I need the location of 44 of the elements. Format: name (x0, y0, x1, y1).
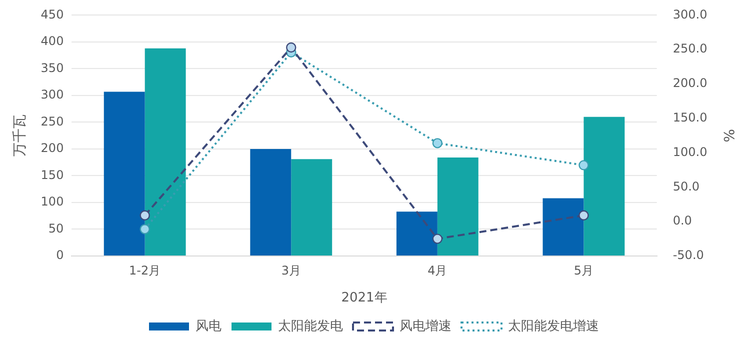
y-tick-label: 200 (40, 141, 64, 156)
bar (104, 92, 145, 256)
point (432, 234, 443, 244)
bar (396, 212, 438, 256)
bar (542, 198, 584, 256)
y-tick-label: 250 (40, 114, 64, 128)
point (432, 138, 443, 148)
y-tick-label: 450 (40, 7, 64, 22)
y2-tick-label: 50.0 (672, 179, 700, 194)
y2-axis-title: % (720, 128, 736, 142)
y-tick-label: 0 (56, 248, 64, 262)
y-tick-label: 50 (48, 221, 64, 236)
y-tick-label: 300 (40, 88, 64, 102)
point (140, 210, 150, 221)
point (140, 224, 150, 234)
y2-tick-label: 150.0 (672, 110, 708, 125)
bar (437, 158, 478, 256)
legend-label: 风电增速 (400, 318, 452, 334)
legend-label: 太阳能发电增速 (508, 318, 599, 334)
legend-label: 太阳能发电 (278, 318, 343, 334)
y-tick-label: 150 (40, 168, 64, 182)
y-tick-label: 400 (40, 34, 64, 48)
y2-tick-label: -50.0 (672, 248, 704, 262)
legend-label: 风电 (196, 318, 222, 334)
y2-tick-label: 300.0 (672, 7, 708, 22)
y2-tick-label: 100.0 (672, 144, 708, 159)
point (286, 42, 296, 53)
bar (250, 148, 292, 256)
y2-tick-label: 250.0 (672, 42, 708, 56)
bar (291, 159, 332, 256)
y-axis-title: 万千瓦 (12, 114, 28, 157)
y2-tick-label: 200.0 (672, 76, 708, 90)
bar (144, 48, 186, 256)
x-tick-label: 1-2月 (129, 263, 161, 278)
point (578, 210, 589, 221)
y-tick-label: 100 (40, 194, 64, 209)
x-tick-label: 4月 (428, 263, 448, 278)
x-axis-title: 2021年 (341, 290, 388, 306)
y2-tick-label: 0.0 (672, 214, 692, 228)
x-tick-label: 3月 (281, 263, 301, 278)
x-tick-label: 5月 (574, 263, 594, 278)
y-tick-label: 350 (40, 60, 64, 75)
point (578, 160, 589, 170)
bar (584, 116, 625, 256)
